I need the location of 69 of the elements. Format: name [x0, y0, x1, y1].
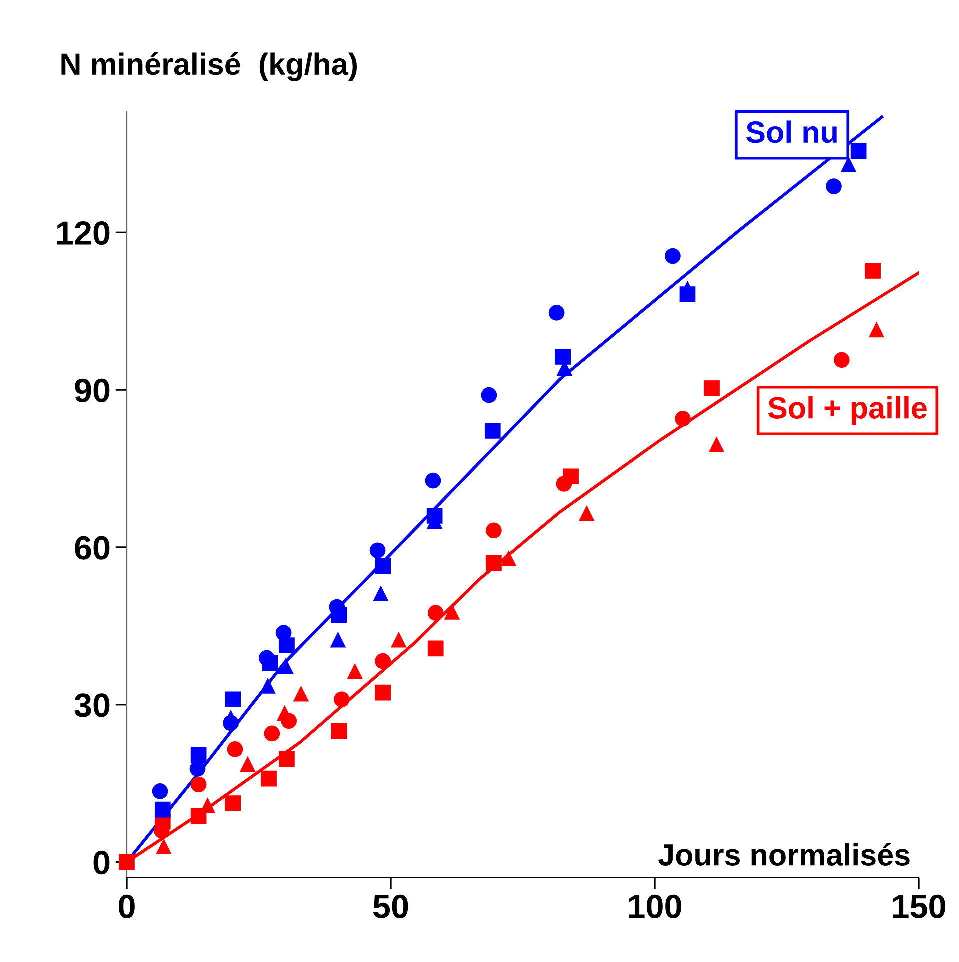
point [428, 640, 444, 657]
y-tick-label: 60 [75, 536, 110, 560]
x-tick-label: 0 [119, 894, 135, 918]
point [279, 752, 295, 768]
point [264, 726, 280, 742]
point [225, 692, 242, 708]
point [425, 472, 442, 489]
x-tick-label: 50 [373, 894, 408, 918]
point [675, 411, 691, 427]
point [276, 625, 292, 641]
y-tick-label: 90 [75, 378, 110, 402]
point [484, 423, 501, 439]
point [500, 550, 517, 566]
point [119, 854, 135, 870]
point [261, 770, 277, 787]
point [223, 715, 239, 732]
point [578, 505, 595, 522]
point [548, 305, 565, 321]
y-tick-label: 0 [94, 851, 110, 875]
point [240, 756, 256, 772]
point [555, 349, 572, 365]
point [152, 784, 168, 800]
point [331, 723, 348, 740]
point [481, 387, 498, 404]
point [850, 143, 867, 160]
point [260, 678, 276, 694]
series-label: Sol nu [746, 120, 837, 144]
point [375, 684, 391, 701]
point [370, 542, 386, 559]
point [225, 796, 242, 812]
point [865, 263, 881, 279]
point [227, 742, 244, 758]
point [347, 663, 364, 680]
point [190, 808, 207, 824]
point [428, 605, 444, 621]
point [834, 352, 850, 368]
point [391, 632, 407, 648]
point [665, 248, 681, 264]
x-tick-label: 150 [893, 894, 946, 918]
x-axis-title: Jours normalisés [658, 843, 910, 866]
point [330, 632, 346, 648]
y-tick-label: 30 [74, 694, 110, 718]
point [375, 653, 391, 670]
point [444, 604, 460, 620]
x-tick-label: 100 [629, 894, 682, 918]
point [556, 476, 572, 492]
point [156, 838, 172, 854]
point [426, 508, 443, 524]
point [840, 156, 857, 172]
point [375, 558, 391, 574]
point [278, 658, 294, 674]
point [190, 747, 207, 764]
point [680, 286, 696, 302]
point [190, 776, 207, 793]
y-tick-label: 120 [58, 221, 110, 246]
point [708, 436, 725, 453]
series-label: Sol + paille [768, 396, 927, 425]
point [704, 380, 720, 396]
point [486, 522, 502, 539]
point [373, 586, 389, 602]
point [259, 650, 275, 666]
point [826, 178, 842, 194]
y-axis-title: N minéralisé (kg/ha) [62, 52, 358, 82]
point [293, 686, 310, 702]
point [281, 713, 298, 730]
point [334, 692, 350, 708]
point [154, 802, 171, 818]
point [486, 555, 502, 572]
point [868, 322, 885, 338]
